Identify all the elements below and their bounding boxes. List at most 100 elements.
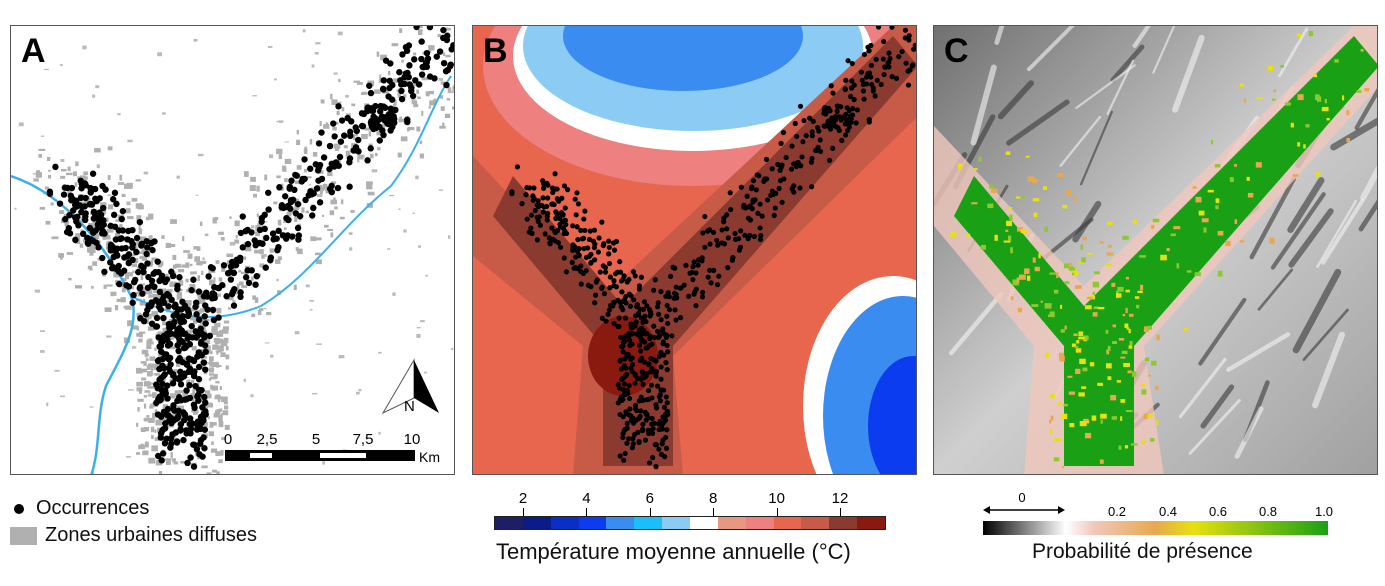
occurrence-point [335, 103, 342, 110]
probability-patch [1360, 48, 1364, 52]
scale-unit: Km [419, 449, 440, 465]
urban-zone [403, 229, 407, 233]
probability-patch [1068, 391, 1075, 395]
urban-zone [189, 284, 196, 290]
urban-zone [440, 81, 446, 85]
urban-zone [250, 176, 256, 182]
probability-patch [1053, 289, 1059, 294]
occurrence-point [649, 454, 656, 461]
occurrence-point [313, 185, 321, 192]
urban-zone [428, 105, 432, 109]
occurrence-point [775, 161, 781, 167]
occurrence-point [124, 236, 131, 243]
occurrence-point [139, 290, 146, 297]
occurrence-point [678, 285, 684, 291]
occurrence-point [606, 238, 612, 244]
urban-zone [415, 175, 419, 180]
occurrence-point [637, 342, 643, 348]
probability-patch [971, 202, 978, 205]
ridge [1330, 117, 1377, 151]
probability-patch [1128, 345, 1133, 349]
urban-zone [137, 398, 144, 402]
legend-occurrences: Occurrences [36, 497, 150, 519]
occurrence-point [714, 282, 721, 288]
occurrence-point [617, 259, 623, 265]
urban-zone [164, 327, 168, 332]
occurrence-point [808, 159, 814, 165]
occurrence-point [92, 227, 100, 234]
probability-patch [1083, 418, 1089, 422]
occurrence-point [81, 216, 89, 224]
urban-zone [400, 136, 408, 142]
occurrence-point [573, 254, 579, 260]
probability-patch [1148, 374, 1151, 377]
ridge [1188, 398, 1241, 455]
probability-patch [1269, 237, 1275, 244]
urban-zone [270, 354, 274, 358]
occurrence-point [259, 240, 266, 247]
urban-zone [14, 207, 17, 210]
occurrence-point [555, 227, 561, 233]
urban-zone [149, 356, 156, 361]
occurrence-point [727, 190, 733, 196]
probability-patch [1043, 186, 1048, 190]
urban-zone [106, 284, 113, 287]
occurrence-point [652, 442, 658, 448]
urban-zone [329, 210, 335, 216]
occurrence-point [181, 302, 189, 310]
occurrence-point [177, 381, 185, 388]
occurrence-point [148, 277, 156, 284]
ridge [1354, 87, 1377, 130]
urban-zone [206, 402, 213, 408]
probability-patch [1006, 220, 1013, 227]
occurrence-point [406, 62, 413, 69]
occurrence-point [198, 386, 205, 394]
occurrence-point [664, 302, 670, 309]
occurrence-point [750, 178, 757, 184]
urban-zone [157, 52, 162, 57]
urban-zone [450, 347, 454, 351]
urban-zone [154, 437, 159, 441]
probability-patch [1152, 218, 1160, 223]
probability-patch [1049, 429, 1053, 434]
occurrence-point [367, 145, 374, 152]
urban-zone [216, 331, 224, 337]
probability-patch [1125, 410, 1133, 413]
urban-zone [147, 326, 155, 331]
occurrence-point [176, 274, 183, 281]
occurrence-point [622, 450, 628, 457]
occurrence-point [633, 319, 639, 325]
urban-zone [254, 249, 261, 254]
urban-zone [107, 194, 112, 197]
occurrence-point [399, 51, 406, 58]
urban-zone [179, 390, 185, 394]
probability-patch [1246, 176, 1250, 181]
urban-zone [393, 78, 399, 83]
urban-zone [162, 404, 168, 409]
colorbar-bin [606, 517, 635, 529]
urban-zone [333, 143, 341, 149]
occurrence-point [738, 184, 744, 190]
urban-zone [119, 224, 123, 228]
probability-patch [1066, 189, 1072, 195]
urban-zone [310, 236, 317, 242]
probability-patch [1099, 240, 1104, 244]
occurrence-point [696, 257, 702, 263]
urban-zone [144, 390, 151, 393]
urban-zone [275, 259, 281, 264]
probability-patch [1075, 348, 1082, 353]
urban-zone [141, 249, 146, 255]
urban-zone [264, 174, 268, 181]
occurrence-point [186, 382, 193, 389]
occurrence-point [640, 381, 646, 387]
occurrence-point [668, 273, 674, 280]
urban-zone [419, 140, 423, 145]
occurrence-point [663, 334, 669, 341]
occurrence-point [159, 362, 166, 369]
urban-zone [189, 263, 193, 267]
probability-patch [1081, 257, 1086, 263]
urban-zone [212, 217, 217, 224]
occurrence-point [597, 269, 603, 275]
probability-patch [1074, 285, 1082, 289]
occurrence-point [170, 405, 177, 413]
